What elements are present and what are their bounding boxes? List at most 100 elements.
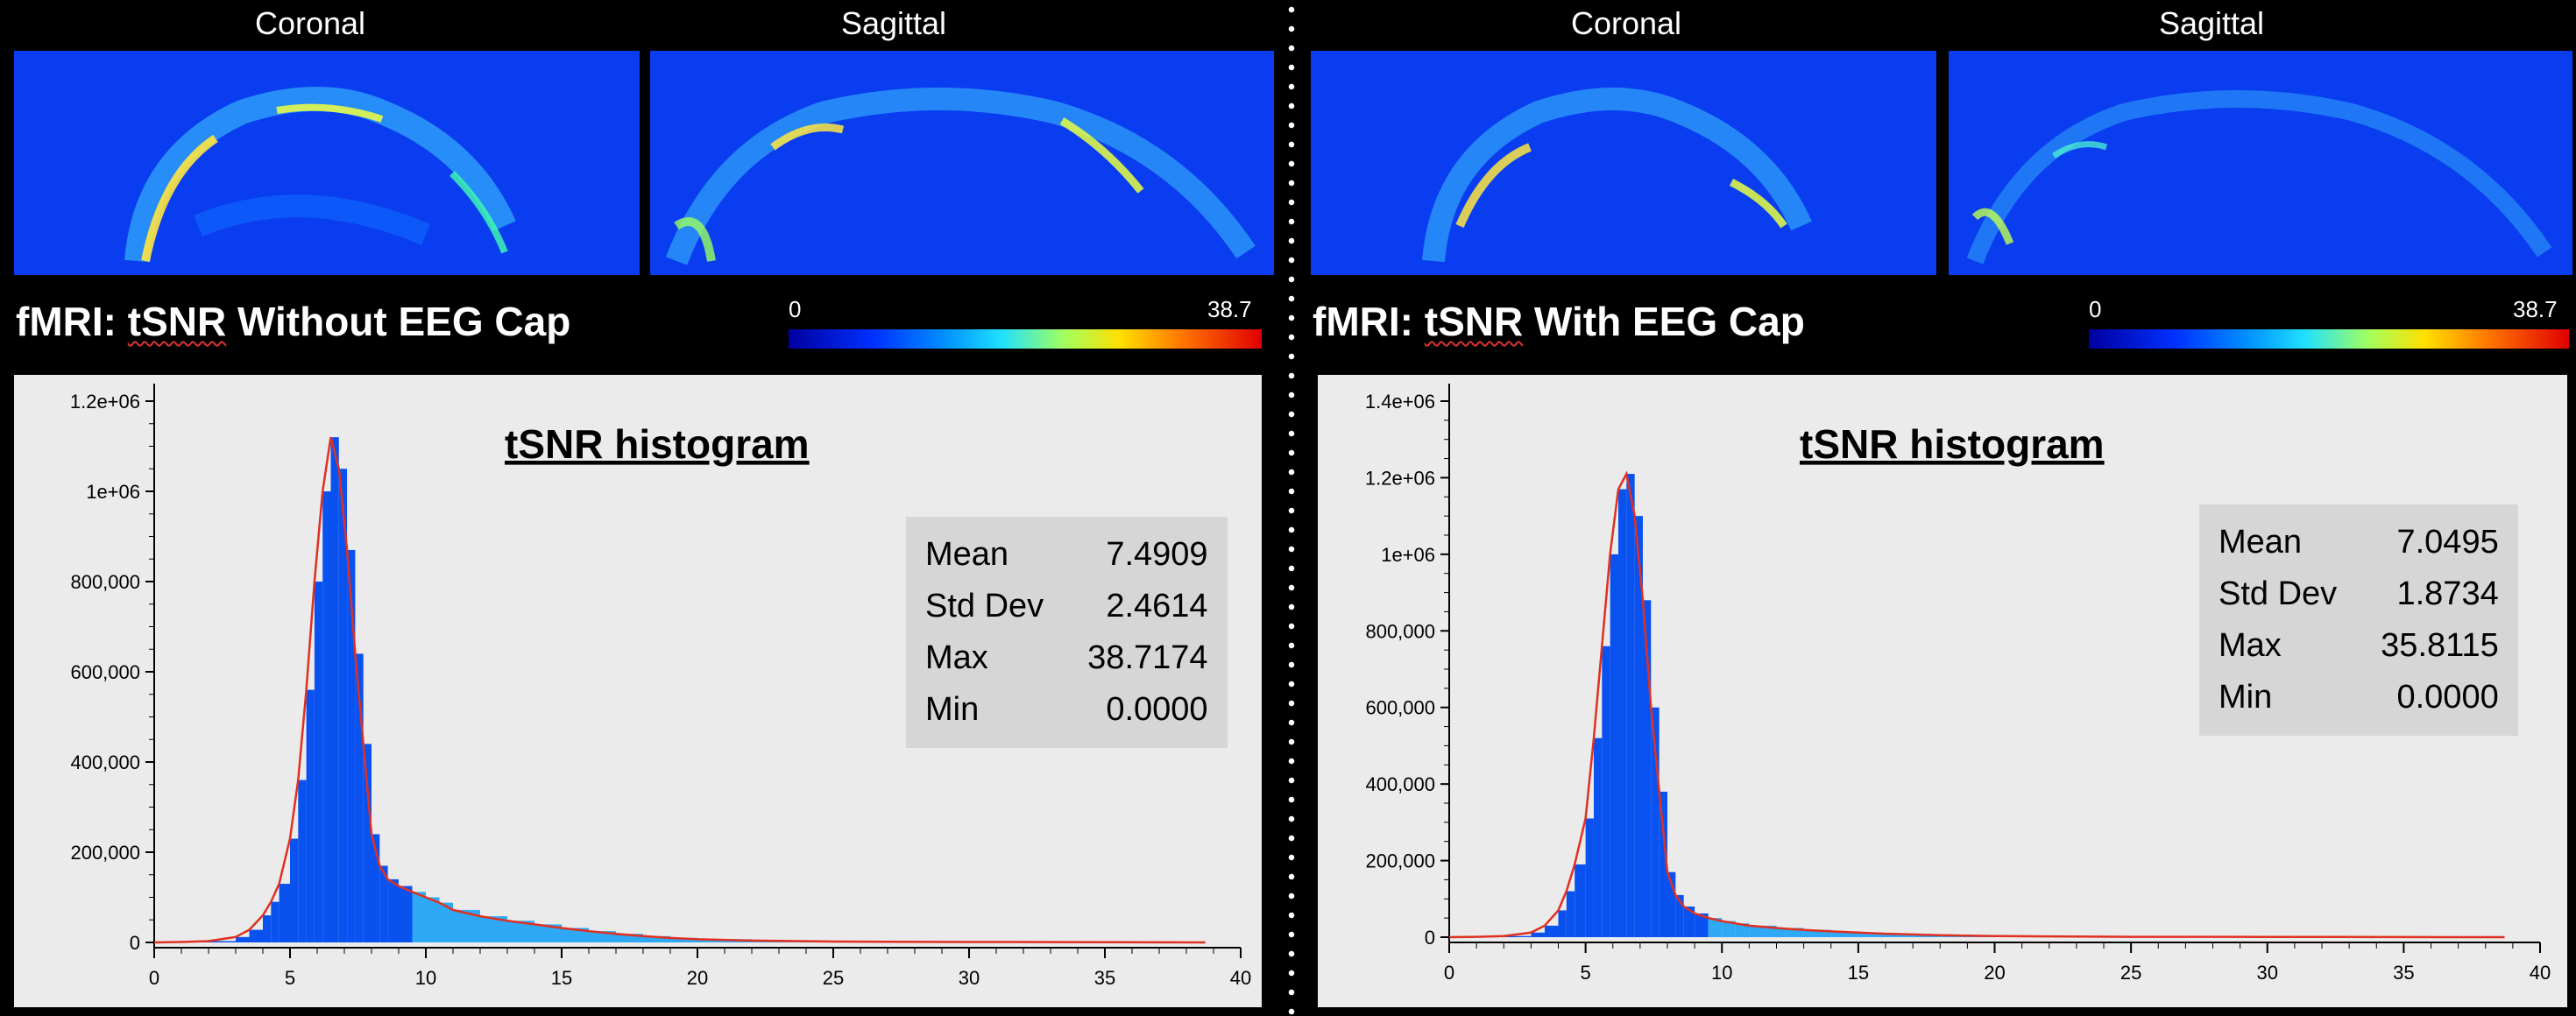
panel-with-eeg-cap: Coronal Sagittal fMRI: tSNR With EEG Cap…: [1297, 0, 2576, 1016]
stat-row-std: Std Dev 1.8734: [2219, 575, 2499, 612]
dotted-divider: [1288, 0, 1295, 1016]
histogram-outline-line: [1448, 470, 2505, 939]
histogram-bar: [426, 897, 440, 942]
histogram-bar: [355, 653, 364, 942]
histogram-bar: [1602, 646, 1610, 937]
y-tick-label: 200,000: [1365, 850, 1435, 872]
sagittal-label: Sagittal: [840, 5, 947, 41]
histogram-bar: [314, 582, 323, 942]
panel-without-eeg-cap: Coronal Sagittal fMRI: tSNR Without EEG …: [0, 0, 1279, 1016]
x-tick-label: 25: [823, 967, 844, 989]
histogram-bar: [236, 936, 250, 942]
histogram-bar: [616, 934, 643, 942]
x-tick-label: 10: [415, 967, 436, 989]
histogram-bar: [363, 744, 372, 942]
histogram-bar: [263, 915, 272, 942]
x-tick-label: 30: [2257, 962, 2278, 984]
histogram-bar: [643, 935, 670, 942]
y-tick-label: 400,000: [1365, 773, 1435, 795]
x-tick-label: 40: [2530, 962, 2551, 984]
stat-row-mean: Mean 7.4909: [925, 536, 1208, 573]
y-tick-label: 400,000: [70, 751, 140, 773]
y-tick-label: 1.2e+06: [70, 391, 140, 413]
histogram-bar: [1683, 907, 1695, 937]
x-tick-label: 15: [551, 967, 572, 989]
histogram-bar: [347, 549, 356, 942]
stat-row-std: Std Dev 2.4614: [925, 588, 1208, 624]
histogram-bar: [1675, 894, 1684, 937]
y-tick-label: 1e+06: [86, 481, 140, 503]
x-tick-label: 10: [1711, 962, 1732, 984]
histogram-bar: [379, 865, 388, 942]
colorbar-max: 38.7: [2513, 296, 2558, 322]
histogram-bar: [439, 902, 453, 942]
sagittal-tsnr-map: [1949, 51, 2572, 275]
histogram-bar: [249, 929, 263, 942]
histogram-bar: [338, 469, 348, 942]
sagittal-tsnr-map: [650, 51, 1274, 275]
histogram-bar: [1585, 818, 1594, 937]
histogram-bar: [1695, 913, 1709, 937]
y-tick-label: 800,000: [70, 571, 140, 593]
y-tick-label: 1.2e+06: [1365, 467, 1435, 489]
x-tick-label: 20: [1984, 962, 2005, 984]
y-tick-label: 1.4e+06: [1365, 391, 1435, 413]
stat-row-mean: Mean 7.0495: [2219, 524, 2499, 561]
x-tick-label: 15: [1848, 962, 1869, 984]
x-tick-label: 0: [149, 967, 159, 989]
stat-row-max: Max 35.8115: [2219, 627, 2499, 664]
histogram-title: tSNR histogram: [505, 421, 810, 467]
stats-box: Mean 7.0495 Std Dev 1.8734 Max 35.8115 Min 0…: [2199, 504, 2518, 736]
x-tick-label: 25: [2120, 962, 2141, 984]
coronal-label: Coronal: [254, 5, 366, 41]
histogram-bar: [1575, 864, 1586, 937]
sagittal-label: Sagittal: [2158, 5, 2265, 41]
x-tick-label: 20: [687, 967, 708, 989]
histogram-bar: [534, 924, 562, 942]
x-tick-label: 35: [2393, 962, 2414, 984]
histogram-bar: [1722, 921, 1736, 937]
histogram-bar: [1531, 932, 1545, 937]
histogram-bar: [1566, 891, 1575, 937]
histogram-bar: [306, 689, 315, 942]
colorbar: [2089, 329, 2569, 349]
y-tick-label: 200,000: [70, 842, 140, 864]
y-tick-label: 600,000: [1365, 697, 1435, 719]
panel-heading: fMRI: tSNR Without EEG Cap: [16, 299, 571, 344]
histogram-bar: [1659, 791, 1667, 937]
x-tick-label: 5: [1581, 962, 1591, 984]
stat-row-max: Max 38.7174: [925, 639, 1208, 676]
histogram-outline-line: [153, 436, 1206, 944]
histogram-title: tSNR histogram: [1800, 421, 2105, 467]
histogram-bar: [279, 884, 290, 942]
histogram-bar: [271, 901, 280, 942]
histogram-bar: [1776, 928, 1804, 937]
histogram-bar: [562, 928, 589, 942]
x-tick-label: 0: [1444, 962, 1454, 984]
histogram-bar: [1504, 935, 1532, 937]
histogram-plot: tSNR histogram 0 200,000 400,000 600,000 800…: [1318, 375, 2567, 1007]
x-tick-label: 35: [1094, 967, 1115, 989]
y-tick-label: 800,000: [1365, 620, 1435, 642]
histogram-bar: [1735, 923, 1750, 937]
histogram-bar: [1544, 925, 1559, 937]
histogram-bar: [670, 937, 697, 942]
stat-row-min: Min 0.0000: [925, 691, 1208, 728]
histogram-bar: [372, 834, 380, 942]
panel-heading: fMRI: tSNR With EEG Cap: [1313, 299, 1805, 344]
histogram-bar: [1617, 489, 1627, 937]
histogram-bar: [1593, 737, 1603, 937]
colorbar-max: 38.7: [1207, 296, 1252, 322]
histogram-bar: [322, 491, 331, 942]
histogram-bar: [412, 892, 426, 942]
histogram-bar: [1749, 925, 1777, 937]
histogram-bar: [387, 878, 399, 942]
stats-box: Mean 7.4909 Std Dev 2.4614 Max 38.7174 Min 0…: [906, 517, 1228, 748]
histogram-bar: [1651, 707, 1660, 937]
colorbar: [789, 329, 1262, 349]
histogram-bar: [399, 885, 413, 942]
histogram-bar: [1708, 918, 1723, 937]
histogram-chart: tSNR histogram 0 200,000 400,000 600,000 800…: [1365, 384, 2551, 984]
histogram-bar: [1558, 910, 1567, 937]
y-tick-label: 600,000: [70, 661, 140, 683]
